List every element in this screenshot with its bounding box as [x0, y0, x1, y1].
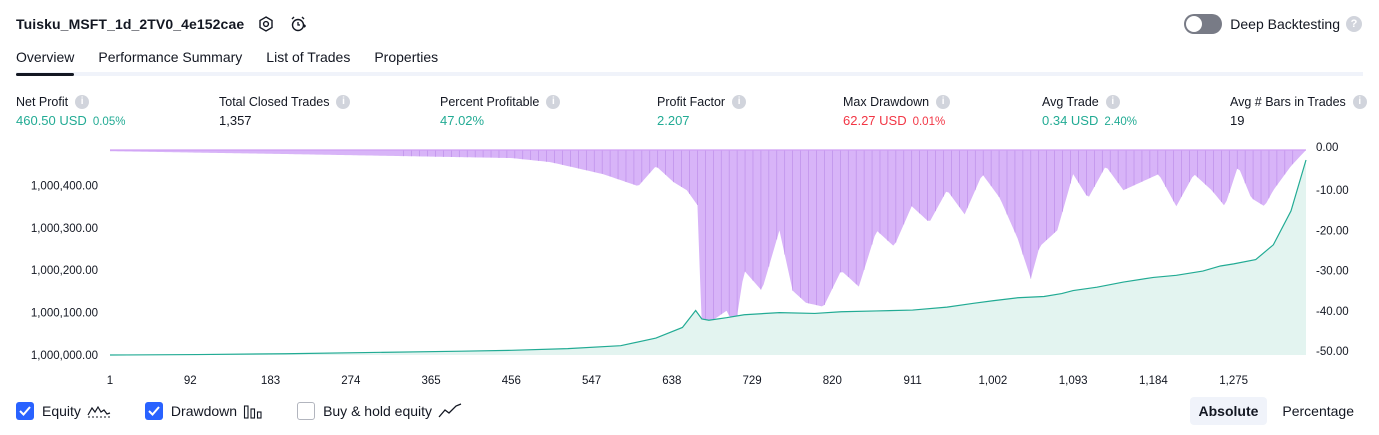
legend-label: Buy & hold equity	[323, 403, 433, 419]
equity-area	[110, 160, 1306, 355]
metric-label: Avg Trade	[1042, 94, 1099, 109]
metric-avg-bars-in-trades: Avg # Bars in Trades i 19	[1230, 93, 1367, 129]
x-tick-label: 274	[341, 375, 361, 387]
metric-max-drawdown: Max Drawdown i 62.27 USD 0.01%	[843, 93, 951, 129]
metric-value: 460.50 USD	[16, 113, 87, 128]
x-axis: 1 92 183 274 365 456 547 638 729 820 911 1,002 1,093…	[107, 375, 1248, 387]
right-axis: 0.00 -10.00 -20.00 -30.00 -40.00 -50.00	[1316, 142, 1349, 358]
metric-label: Profit Factor	[657, 94, 726, 109]
left-tick-label: 1,000,200.00	[31, 265, 98, 277]
metric-label: Percent Profitable	[440, 94, 540, 109]
x-tick-label: 1,093	[1059, 375, 1088, 387]
right-tick-label: -50.00	[1316, 346, 1349, 358]
left-tick-label: 1,000,100.00	[31, 308, 98, 320]
legend-drawdown[interactable]: Drawdown	[144, 402, 263, 420]
metric-value: 0.34 USD	[1042, 113, 1099, 128]
metric-percent-profitable: Percent Profitable i 47.02%	[440, 93, 561, 129]
equity-line	[109, 159, 1307, 356]
x-tick-label: 92	[184, 375, 197, 387]
report-tabs: Overview Performance Summary List of Tra…	[16, 44, 1363, 76]
strategy-name: Tuisku_MSFT_1d_2TV0_4e152cae	[16, 16, 245, 32]
equity-checkbox[interactable]	[16, 402, 34, 420]
tab-properties[interactable]: Properties	[374, 49, 439, 65]
x-tick-label: 1,002	[978, 375, 1007, 387]
left-tick-label: 1,000,300.00	[31, 223, 98, 235]
drawdown-checkbox[interactable]	[144, 402, 163, 420]
metric-total-closed-trades: Total Closed Trades i 1,357	[219, 93, 351, 129]
legend-label: Equity	[42, 403, 81, 419]
x-tick-label: 1,184	[1139, 375, 1168, 387]
metric-avg-trade: Avg Trade i 0.34 USD 2.40%	[1042, 93, 1137, 129]
info-icon[interactable]: i	[1105, 94, 1120, 109]
tab-overview[interactable]: Overview	[16, 44, 75, 76]
percentage-button[interactable]: Percentage	[1282, 403, 1354, 419]
drawdown-series	[110, 149, 1306, 348]
x-tick-label: 820	[823, 375, 842, 387]
scale-mode-switch: Absolute Percentage	[1184, 397, 1364, 425]
left-tick-label: 1,000,000.00	[31, 350, 98, 362]
legend-equity[interactable]: Equity	[16, 402, 111, 420]
x-tick-label: 911	[903, 375, 921, 387]
buy-hold-line-icon	[438, 403, 462, 419]
metric-label: Net Profit	[16, 94, 69, 109]
buy-hold-checkbox[interactable]	[297, 402, 316, 420]
info-icon[interactable]: i	[936, 94, 951, 109]
equity-wave-icon	[87, 403, 111, 419]
left-tick-label: 1,000,400.00	[31, 180, 98, 192]
absolute-button[interactable]: Absolute	[1189, 397, 1268, 425]
metric-value: 19	[1230, 113, 1245, 128]
x-tick-label: 456	[502, 375, 521, 387]
x-tick-label: 1	[107, 375, 113, 387]
metric-value: 47.02%	[440, 113, 485, 128]
deep-backtesting-toggle[interactable]	[1184, 14, 1223, 34]
left-axis: 1,000,400.00 1,000,300.00 1,000,200.00 1,00…	[31, 180, 98, 362]
metric-percent: 2.40%	[1104, 116, 1137, 128]
x-tick-label: 638	[662, 375, 681, 387]
metric-label: Total Closed Trades	[219, 94, 330, 109]
x-tick-label: 1,275	[1219, 375, 1248, 387]
legend-buy-hold[interactable]: Buy & hold equity	[297, 402, 462, 420]
right-tick-label: -20.00	[1316, 225, 1349, 237]
tab-list-of-trades[interactable]: List of Trades	[266, 49, 351, 65]
metric-value: 62.27 USD	[843, 113, 907, 128]
right-tick-label: 0.00	[1316, 142, 1338, 154]
drawdown-bars-icon	[243, 403, 263, 419]
metric-net-profit: Net Profit i 460.50 USD 0.05%	[16, 93, 125, 129]
info-icon[interactable]: i	[75, 94, 90, 109]
x-tick-label: 183	[261, 375, 280, 387]
right-tick-label: -40.00	[1316, 306, 1349, 318]
deep-backtesting-label: Deep Backtesting	[1230, 16, 1340, 32]
tab-performance-summary[interactable]: Performance Summary	[98, 49, 243, 65]
toggle-knob	[1186, 16, 1203, 32]
metric-label: Avg # Bars in Trades	[1230, 94, 1346, 109]
metric-value: 2.207	[657, 113, 690, 128]
chart-legend: Equity Drawdown Buy & hold equity	[16, 400, 496, 422]
strategy-header: Tuisku_MSFT_1d_2TV0_4e152cae	[16, 12, 308, 36]
legend-label: Drawdown	[170, 403, 238, 419]
metric-profit-factor: Profit Factor i 2.207	[657, 93, 747, 129]
info-icon[interactable]: i	[1352, 94, 1367, 109]
metric-percent: 0.05%	[92, 116, 126, 128]
equity-series	[109, 159, 1307, 356]
right-tick-label: -30.00	[1316, 266, 1349, 278]
right-tick-label: -10.00	[1316, 185, 1349, 197]
settings-gear-icon[interactable]	[256, 14, 276, 34]
x-tick-label: 729	[743, 375, 762, 387]
equity-drawdown-chart[interactable]: 1,000,400.00 1,000,300.00 1,000,200.00 1,00…	[0, 140, 1379, 390]
add-alert-clock-icon[interactable]	[288, 14, 308, 34]
info-icon[interactable]: i	[336, 94, 351, 109]
help-icon[interactable]: ?	[1346, 16, 1362, 32]
metric-percent: 0.01%	[912, 116, 946, 128]
metric-label: Max Drawdown	[843, 94, 930, 109]
info-icon[interactable]: i	[732, 94, 747, 109]
x-tick-label: 547	[582, 375, 601, 387]
info-icon[interactable]: i	[546, 94, 561, 109]
deep-backtesting: Deep Backtesting ?	[1184, 12, 1362, 36]
metric-value: 1,357	[219, 113, 252, 128]
x-tick-label: 365	[421, 375, 440, 387]
